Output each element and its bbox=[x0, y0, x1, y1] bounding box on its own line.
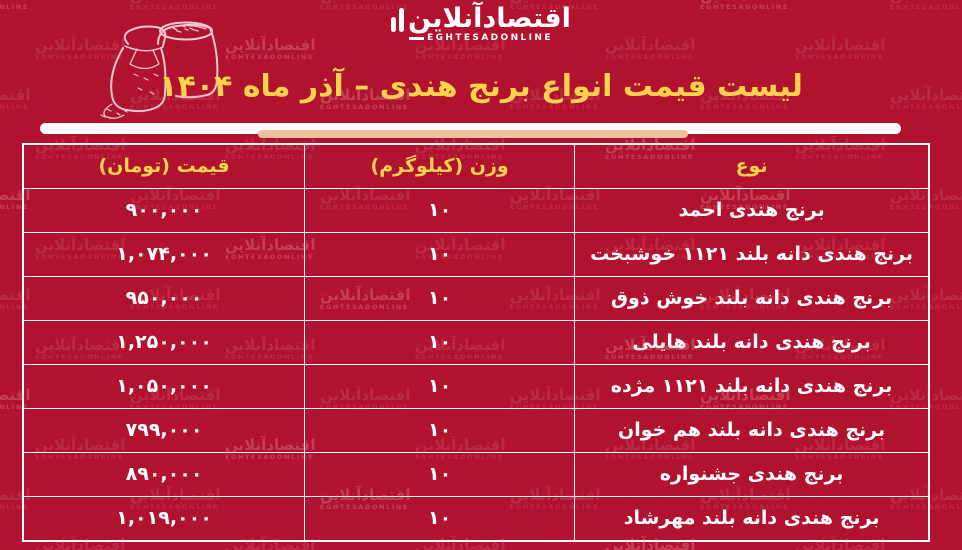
price-cell: ۷۹۹,۰۰۰ bbox=[22, 408, 306, 453]
logo-bars-icon bbox=[391, 8, 405, 33]
table-row: برنج هندی دانه بلند هم خوان ۱۰ ۷۹۹,۰۰۰ bbox=[22, 408, 930, 453]
rice-type-cell: برنج هندی دانه بلند هایلی bbox=[574, 320, 930, 365]
rice-type-cell: برنج هندی احمد bbox=[574, 188, 930, 233]
weight-cell: ۱۰ bbox=[304, 408, 576, 453]
table-row: برنج هندی دانه بلند هایلی ۱۰ ۱,۲۵۰,۰۰۰ bbox=[22, 320, 930, 365]
column-header-type: نوع bbox=[574, 143, 930, 189]
price-table: نوع وزن (کیلوگرم) قیمت (تومان) برنج هندی ا… bbox=[22, 143, 930, 542]
weight-cell: ۱۰ bbox=[304, 496, 576, 542]
weight-cell: ۱۰ bbox=[304, 452, 576, 497]
price-cell: ۱,۰۱۹,۰۰۰ bbox=[22, 496, 306, 542]
price-cell: ۱,۰۷۴,۰۰۰ bbox=[22, 232, 306, 277]
table-row: برنج هندی احمد ۱۰ ۹۰۰,۰۰۰ bbox=[22, 188, 930, 233]
table-row: برنج هندی دانه بلند مهرشاد ۱۰ ۱,۰۱۹,۰۰۰ bbox=[22, 496, 930, 542]
weight-cell: ۱۰ bbox=[304, 232, 576, 277]
price-cell: ۹۰۰,۰۰۰ bbox=[22, 188, 306, 233]
table-row: برنج هندی دانه بلند خوش ذوق ۱۰ ۹۵۰,۰۰۰ bbox=[22, 276, 930, 321]
rice-bags-illustration bbox=[100, 21, 219, 119]
weight-cell: ۱۰ bbox=[304, 320, 576, 365]
price-cell: ۸۹۰,۰۰۰ bbox=[22, 452, 306, 497]
weight-cell: ۱۰ bbox=[304, 364, 576, 409]
rice-type-cell: برنج هندی دانه بلند مهرشاد bbox=[574, 496, 930, 542]
rice-type-cell: برنج هندی دانه بلند ۱۱۲۱ خوشبخت bbox=[574, 232, 930, 277]
brand-logo-latin: EGHTESADONLINE bbox=[409, 33, 553, 43]
divider-bar-white bbox=[40, 123, 901, 134]
price-cell: ۱,۰۵۰,۰۰۰ bbox=[22, 364, 306, 409]
table-row: برنج هندی جشنواره ۱۰ ۸۹۰,۰۰۰ bbox=[22, 452, 930, 497]
rice-type-cell: برنج هندی دانه بلند خوش ذوق bbox=[574, 276, 930, 321]
column-header-weight: وزن (کیلوگرم) bbox=[304, 143, 576, 189]
price-table-body: برنج هندی احمد ۱۰ ۹۰۰,۰۰۰ برنج هندی دانه بل… bbox=[22, 188, 930, 542]
table-row: برنج هندی دانه بلند ۱۱۲۱ خوشبخت ۱۰ ۱,۰۷۴,۰… bbox=[22, 232, 930, 277]
rice-type-cell: برنج هندی جشنواره bbox=[574, 452, 930, 497]
price-cell: ۹۵۰,۰۰۰ bbox=[22, 276, 306, 321]
column-header-price: قیمت (تومان) bbox=[22, 143, 306, 189]
header-row: نوع وزن (کیلوگرم) قیمت (تومان) bbox=[22, 143, 930, 189]
rice-type-cell: برنج هندی دانه بلند ۱۱۲۱ مژده bbox=[574, 364, 930, 409]
divider-bar-peach bbox=[258, 130, 688, 138]
weight-cell: ۱۰ bbox=[304, 276, 576, 321]
rice-type-cell: برنج هندی دانه بلند هم خوان bbox=[574, 408, 930, 453]
page-title: لیست قیمت انواع برنج هندی – آذر ماه ۱۴۰۴ bbox=[159, 69, 803, 104]
price-table-head: نوع وزن (کیلوگرم) قیمت (تومان) bbox=[22, 143, 930, 189]
price-cell: ۱,۲۵۰,۰۰۰ bbox=[22, 320, 306, 365]
brand-logo-persian: اقتصادآنلاین bbox=[408, 3, 571, 34]
weight-cell: ۱۰ bbox=[304, 188, 576, 233]
brand-logo: اقتصادآنلاین EGHTESADONLINE bbox=[0, 3, 962, 43]
table-row: برنج هندی دانه بلند ۱۱۲۱ مژده ۱۰ ۱,۰۵۰,۰۰۰ bbox=[22, 364, 930, 409]
